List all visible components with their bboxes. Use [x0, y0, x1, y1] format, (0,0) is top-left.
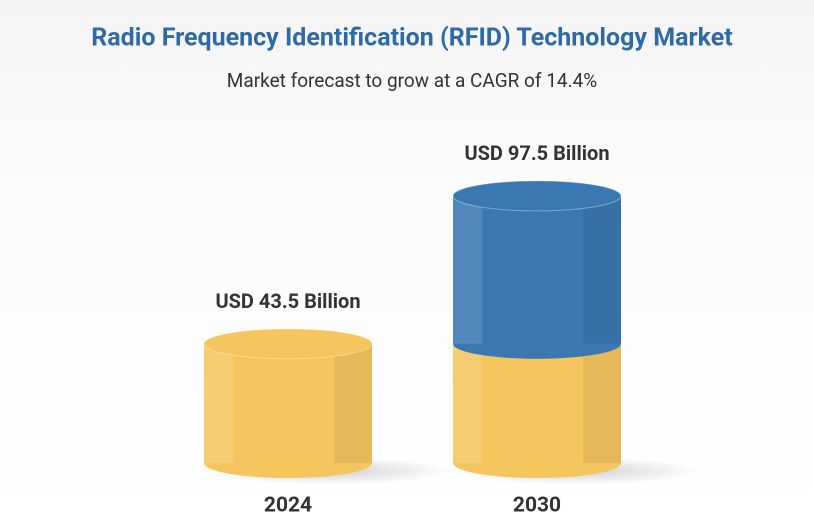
cylinder-top	[452, 180, 622, 212]
cylinder-shade	[334, 343, 372, 463]
x-tick-label: 2024	[264, 494, 312, 518]
cylinder-shade	[583, 343, 621, 463]
cylinder-body	[453, 195, 621, 359]
cylinder-top	[203, 328, 373, 360]
cylinder-shade	[583, 195, 621, 344]
cylinder-shade	[453, 343, 483, 463]
chart-title: Radio Frequency Identification (RFID) Te…	[91, 24, 732, 53]
bar	[203, 328, 373, 478]
cylinder-body	[204, 343, 372, 478]
chart-subtitle: Market forecast to grow at a CAGR of 14.…	[227, 69, 597, 92]
x-tick-label: 2030	[513, 494, 561, 518]
value-label: USD 43.5 Billion	[215, 289, 360, 313]
value-label: USD 97.5 Billion	[464, 141, 609, 165]
cylinder-shade	[204, 343, 234, 463]
cylinder-body	[453, 343, 621, 478]
bar	[452, 180, 622, 478]
cylinder-shade	[453, 195, 483, 344]
